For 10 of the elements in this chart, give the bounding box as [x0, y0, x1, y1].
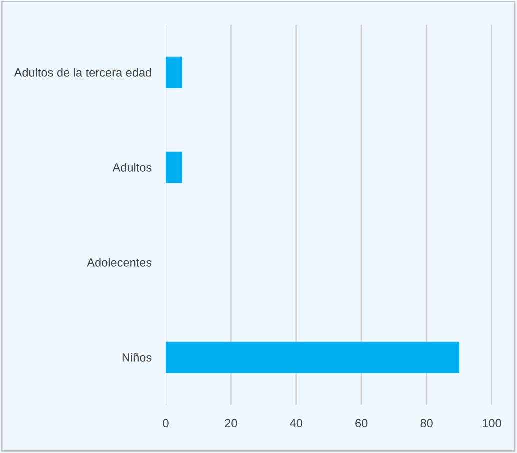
- y-tick-label: Adolecentes: [87, 258, 152, 267]
- x-tick-label: 40: [290, 419, 303, 428]
- x-tick-label: 60: [356, 419, 368, 428]
- x-tick-label: 20: [225, 419, 238, 428]
- x-tick-label: 0: [163, 419, 169, 428]
- y-tick-label: Adultos de la tercera edad: [14, 68, 152, 77]
- y-tick-label: Adultos: [112, 163, 152, 172]
- y-tick-label: Niños: [122, 353, 152, 362]
- x-tick-label: 100: [483, 419, 502, 428]
- x-tick-label: 80: [420, 419, 433, 428]
